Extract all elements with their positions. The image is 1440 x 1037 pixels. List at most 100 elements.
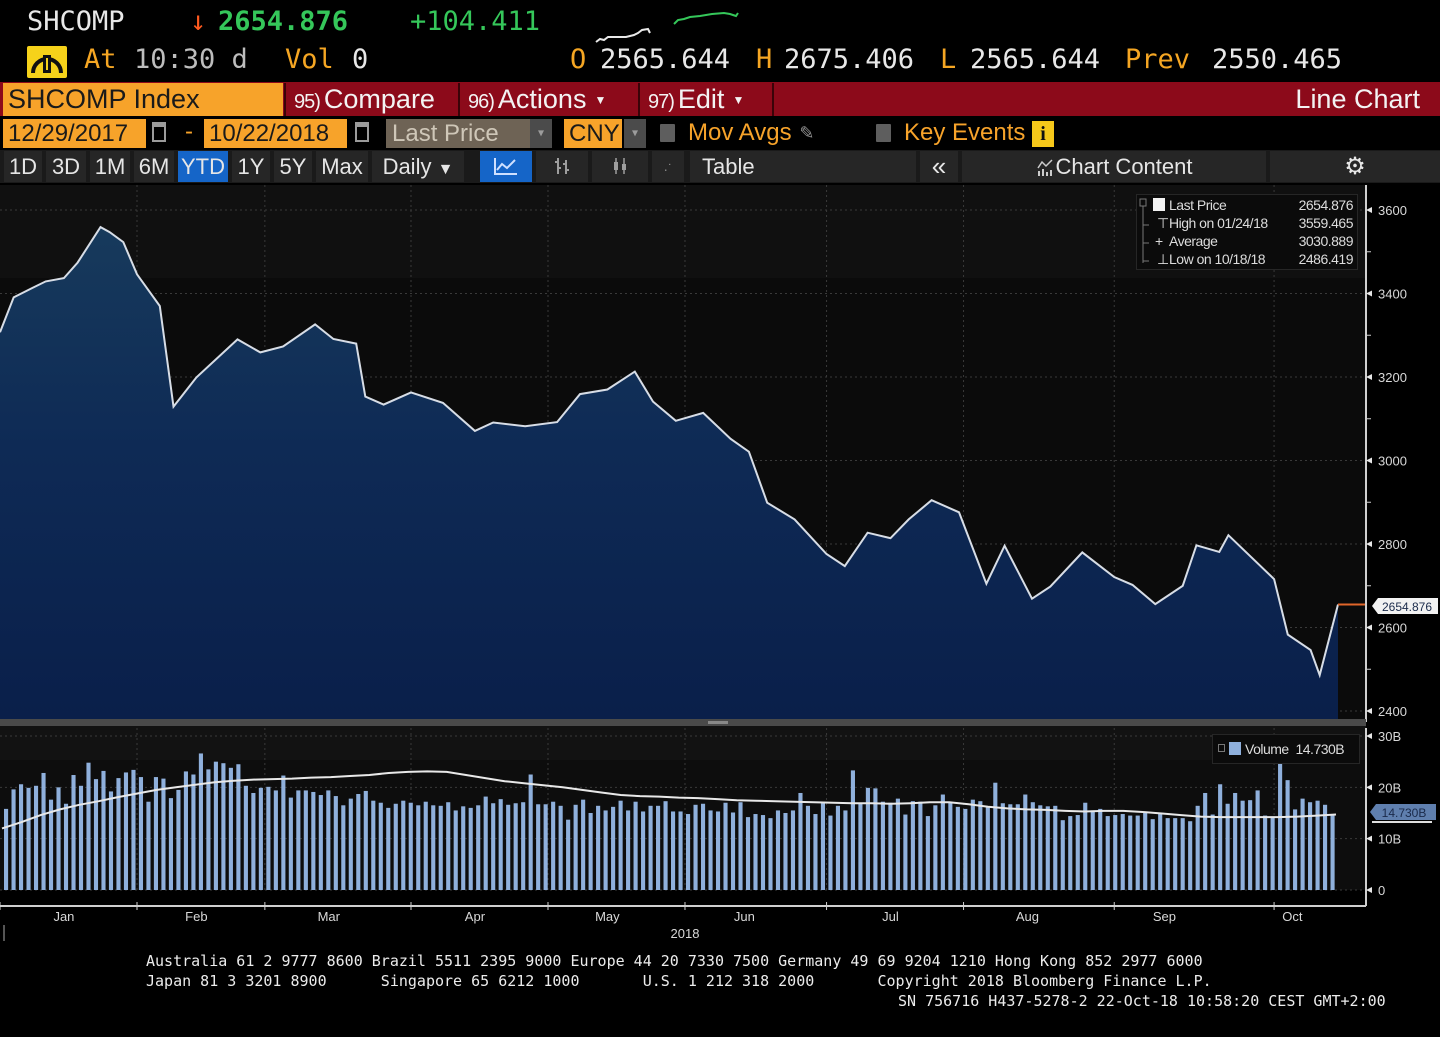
svg-text:0: 0 [1378,883,1385,898]
svg-text:10B: 10B [1378,832,1401,847]
volume-moving-average [1,770,1337,830]
legend-low-value: 2486.419 [1298,251,1354,267]
last-price-swatch [1153,198,1165,211]
splitter-handle[interactable] [708,721,728,724]
currency-select[interactable]: CNY [564,119,622,148]
down-arrow-icon: ↓ [190,6,207,37]
candlestick-icon [614,158,626,174]
legend-average-value: 3030.889 [1298,233,1354,249]
svg-text:3600: 3600 [1378,203,1407,218]
svg-text:3200: 3200 [1378,370,1407,385]
high-marker-icon: ⊤ [1157,215,1169,231]
price-legend: Last Price 2654.876 ⊤ High on 01/24/18 3… [1136,194,1358,270]
open-value: 2565.644 [600,44,731,75]
field-select[interactable]: Last Price [386,119,530,148]
svg-text:Feb: Feb [185,909,207,924]
chart-content-icon [1036,159,1053,176]
edit-button[interactable]: 97) Edit ▼ [638,83,772,116]
svg-text:30B: 30B [1378,729,1401,744]
volume-swatch [1229,742,1241,755]
price-line [0,225,1339,679]
svg-text:Jun: Jun [734,909,755,924]
key-events-label[interactable]: Key Events [904,119,1026,146]
period-5y-button[interactable]: 5Y [274,151,312,182]
low-marker-icon: ⊥ [1157,251,1169,267]
low-value: 2565.644 [970,44,1101,75]
footer-contacts-line1: Australia 61 2 9777 8600 Brazil 5511 239… [146,952,1203,970]
svg-text:2654.876: 2654.876 [1382,600,1432,614]
period-max-button[interactable]: Max [316,151,368,182]
legend-tree-icon [1139,198,1149,263]
calendar-icon[interactable] [152,122,166,142]
chart-area[interactable]: 2400 2600 2800 3000 3200 3400 3600 2654.876 0 1… [0,183,1440,943]
price-area-fill [0,227,1338,719]
footer-session-info: SN 756716 H437-5278-2 22-Oct-18 10:58:20… [898,992,1386,1010]
speedometer-icon[interactable] [27,46,67,78]
period-1m-button[interactable]: 1M [90,151,130,182]
volume-legend: Volume 14.730B [1212,734,1360,764]
start-date-input[interactable]: 12/29/2017 [3,119,146,148]
end-date-input[interactable]: 10/22/2018 [204,119,347,148]
line-chart-button[interactable] [480,151,532,182]
chart-content-button[interactable]: Chart Content [962,151,1266,182]
ohlc-chart-button[interactable] [536,151,588,182]
open-label: O [570,44,587,75]
date-range-separator: - [185,118,193,145]
svg-text:Jan: Jan [53,909,74,924]
calendar-icon[interactable] [355,122,369,142]
svg-text:2400: 2400 [1378,704,1407,719]
legend-last-price-label: Last Price [1169,197,1227,213]
period-1d-button[interactable]: 1D [4,151,42,182]
svg-text:3000: 3000 [1378,454,1407,469]
pencil-icon[interactable]: ✎ [800,120,814,145]
compare-button[interactable]: 95) Compare [284,83,456,116]
quote-header: SHCOMP ↓ 2654.876 +104.411 At 10:30 d Vo… [0,0,1440,80]
high-value: 2675.406 [784,44,915,75]
svg-text:Sep: Sep [1153,909,1176,924]
frequency-label: Daily [382,154,432,179]
chevron-down-icon: ▼ [594,93,607,108]
edit-label: Edit [677,84,725,114]
legend-low-label: Low on 10/18/18 [1169,251,1266,267]
period-1y-button[interactable]: 1Y [232,151,270,182]
period-3d-button[interactable]: 3D [46,151,86,182]
prev-value: 2550.465 [1212,44,1343,75]
collapse-icon[interactable] [1218,744,1225,752]
table-button[interactable]: Table [690,151,916,182]
svg-text:20B: 20B [1378,780,1401,795]
period-6m-button[interactable]: 6M [134,151,174,182]
key-events-checkbox[interactable] [876,124,891,142]
panel-splitter[interactable] [0,719,1366,726]
mountain-chart-button[interactable]: ·˙ [652,151,684,182]
legend-volume-label: Volume [1245,741,1289,757]
collapse-button[interactable]: « [920,151,958,182]
svg-text:Oct: Oct [1282,909,1303,924]
last-price-axis-label: 2654.876 [1372,598,1438,614]
low-label: L [940,44,957,75]
period-ytd-button[interactable]: YTD [178,151,228,182]
toolbar-divider [772,83,802,116]
actions-button[interactable]: 96) Actions ▼ [458,83,636,116]
prev-label: Prev [1125,44,1191,75]
svg-text:14.730B: 14.730B [1382,806,1427,820]
svg-text:Apr: Apr [465,909,486,924]
actions-label: Actions [497,84,587,114]
frequency-select[interactable]: Daily ▼ [372,151,464,182]
chevron-down-icon[interactable]: ▼ [530,119,552,148]
mov-avgs-label[interactable]: Mov Avgs [688,119,792,146]
mov-avgs-checkbox[interactable] [660,124,675,142]
legend-last-price-value: 2654.876 [1298,197,1354,213]
settings-gear-icon[interactable]: ⚙ [1270,151,1440,182]
legend-high-value: 3559.465 [1298,215,1354,231]
candlestick-chart-button[interactable] [592,151,648,182]
svg-text:2800: 2800 [1378,537,1407,552]
svg-text:2600: 2600 [1378,621,1407,636]
volume-bars [4,753,1335,890]
volume-value: 0 [352,44,369,75]
chevron-down-icon[interactable]: ▼ [624,119,646,148]
security-input[interactable]: SHCOMP Index [3,83,283,116]
info-icon[interactable]: i [1032,121,1054,147]
x-axis-year-label: 2018 [671,926,700,941]
price-volume-chart[interactable]: 2400 2600 2800 3000 3200 3400 3600 2654.876 0 1… [0,183,1440,943]
view-title: Line Chart [1295,84,1420,114]
